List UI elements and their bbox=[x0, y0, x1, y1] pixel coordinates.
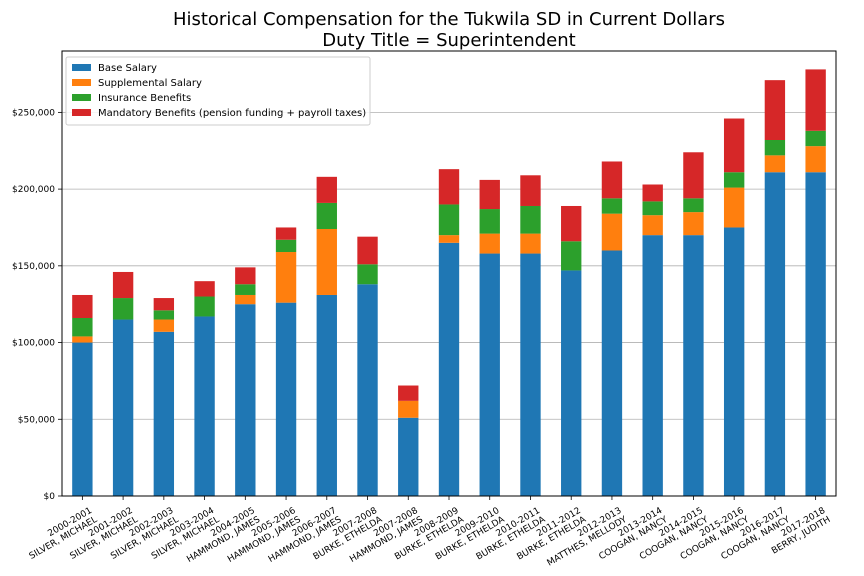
bars bbox=[72, 69, 826, 497]
bar-segment-1 bbox=[520, 253, 541, 496]
bar-segment-4 bbox=[601, 161, 623, 199]
bar-segment-2 bbox=[764, 155, 786, 173]
bar-segment-2 bbox=[479, 233, 500, 254]
bar-segment-2 bbox=[275, 252, 297, 303]
bar-segment-4 bbox=[683, 152, 704, 199]
bar-segment-1 bbox=[112, 319, 134, 496]
bar-segment-4 bbox=[112, 271, 134, 299]
bar-segment-2 bbox=[235, 294, 256, 305]
legend-label: Insurance Benefits bbox=[98, 93, 191, 104]
chart-subtitle: Duty Title = Superintendent bbox=[322, 30, 575, 51]
y-tick-label: $100,000 bbox=[12, 339, 55, 349]
bar-segment-3 bbox=[479, 209, 500, 234]
bar-segment-1 bbox=[194, 316, 215, 496]
legend-label: Supplemental Salary bbox=[98, 78, 202, 89]
bar-segment-4 bbox=[316, 176, 337, 203]
bar-segment-2 bbox=[642, 215, 663, 236]
bar-segment-1 bbox=[398, 417, 419, 496]
bar-segment-1 bbox=[153, 331, 175, 496]
bar-segment-1 bbox=[764, 172, 786, 497]
y-axis: $0 $50,000 $100,000 $150,000 $200,000 $250,00… bbox=[12, 108, 62, 502]
legend-box bbox=[65, 56, 371, 126]
bar-segment-2 bbox=[601, 213, 623, 251]
bar-segment-1 bbox=[723, 227, 745, 496]
bar-segment-4 bbox=[357, 236, 378, 265]
bar-segment-4 bbox=[398, 385, 419, 401]
bar-segment-4 bbox=[153, 298, 175, 311]
bar-segment-2 bbox=[153, 319, 175, 332]
bar-segment-1 bbox=[275, 302, 297, 496]
legend-swatch bbox=[72, 79, 91, 86]
bar-segment-3 bbox=[235, 284, 256, 295]
bar-segment-2 bbox=[316, 229, 337, 295]
y-tick-label: $200,000 bbox=[12, 185, 55, 195]
bar-segment-2 bbox=[683, 212, 704, 236]
y-tick-label: $50,000 bbox=[18, 415, 55, 425]
chart-title: Historical Compensation for the Tukwila … bbox=[173, 9, 725, 30]
bar-segment-4 bbox=[235, 267, 256, 285]
legend-label: Base Salary bbox=[98, 63, 157, 74]
legend-swatch bbox=[72, 109, 91, 116]
bar-segment-2 bbox=[438, 235, 460, 243]
bar-segment-4 bbox=[805, 69, 826, 131]
bar-segment-4 bbox=[275, 227, 297, 240]
bar-segment-1 bbox=[357, 284, 378, 496]
bar-segment-4 bbox=[479, 179, 500, 210]
x-axis: 2000-2001SILVER, MICHAEL2001-2002SILVER,… bbox=[28, 496, 832, 569]
bar-segment-4 bbox=[723, 118, 745, 173]
bar-segment-3 bbox=[683, 198, 704, 213]
bar-segment-1 bbox=[683, 235, 704, 496]
bar-segment-4 bbox=[520, 175, 541, 206]
legend: Base Salary Supplemental Salary Insurance … bbox=[65, 56, 371, 126]
bar-segment-3 bbox=[723, 172, 745, 188]
bar-segment-4 bbox=[764, 80, 786, 140]
bar-segment-1 bbox=[479, 253, 500, 496]
bar-segment-1 bbox=[235, 304, 256, 496]
bar-segment-3 bbox=[764, 140, 786, 156]
bar-segment-1 bbox=[642, 235, 663, 496]
bar-segment-4 bbox=[72, 294, 93, 318]
bar-segment-1 bbox=[601, 250, 623, 496]
bar-segment-3 bbox=[438, 204, 460, 236]
bar-segment-4 bbox=[438, 169, 460, 205]
bar-segment-3 bbox=[601, 198, 623, 214]
bar-segment-3 bbox=[275, 239, 297, 253]
bar-segment-4 bbox=[194, 281, 215, 297]
y-tick-label: $0 bbox=[44, 492, 56, 502]
bar-segment-2 bbox=[723, 187, 745, 228]
legend-label: Mandatory Benefits (pension funding + pa… bbox=[98, 108, 366, 119]
y-tick-label: $250,000 bbox=[12, 108, 55, 118]
bar-segment-1 bbox=[438, 242, 460, 496]
bar-segment-2 bbox=[398, 400, 419, 418]
legend-swatch bbox=[72, 94, 91, 101]
legend-swatch bbox=[72, 64, 91, 71]
bar-segment-3 bbox=[357, 264, 378, 285]
bar-segment-1 bbox=[561, 270, 582, 496]
bar-segment-3 bbox=[520, 205, 541, 234]
bar-segment-4 bbox=[561, 205, 582, 242]
bar-segment-3 bbox=[153, 310, 175, 320]
bar-segment-1 bbox=[805, 172, 826, 497]
bar-segment-3 bbox=[642, 201, 663, 216]
bar-segment-1 bbox=[72, 342, 93, 496]
bar-segment-1 bbox=[316, 294, 337, 496]
bar-segment-4 bbox=[642, 184, 663, 202]
bar-segment-3 bbox=[561, 241, 582, 271]
bar-segment-3 bbox=[72, 318, 93, 337]
bar-segment-3 bbox=[194, 296, 215, 317]
bar-segment-3 bbox=[316, 202, 337, 229]
y-tick-label: $150,000 bbox=[12, 262, 55, 272]
bar-segment-3 bbox=[805, 130, 826, 147]
bar-segment-2 bbox=[520, 233, 541, 254]
bar-segment-2 bbox=[72, 336, 93, 343]
bar-segment-2 bbox=[805, 146, 826, 173]
bar-segment-3 bbox=[112, 298, 134, 320]
